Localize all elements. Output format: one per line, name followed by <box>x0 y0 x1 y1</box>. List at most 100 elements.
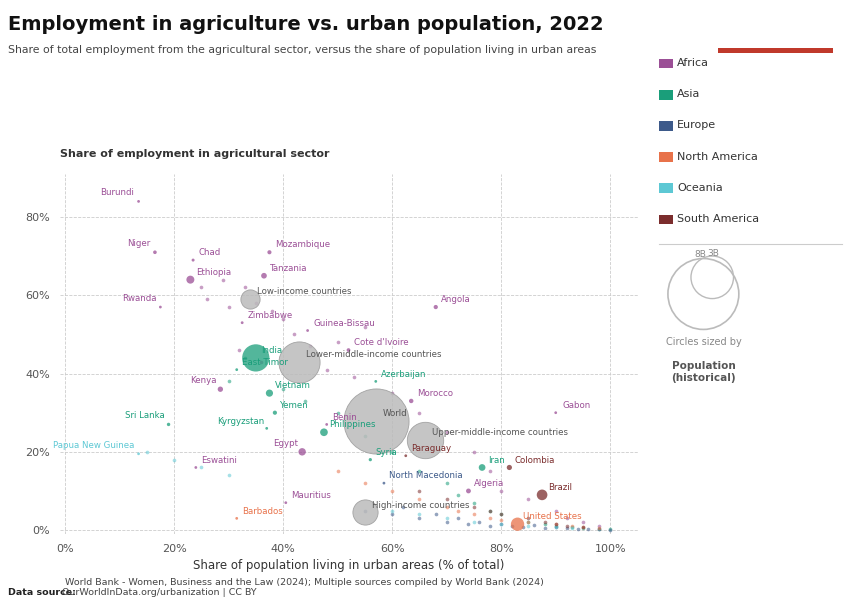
Point <box>560 523 574 533</box>
Point <box>536 490 549 500</box>
Point <box>484 467 497 476</box>
Point <box>429 302 443 312</box>
Text: Europe: Europe <box>677 121 717 130</box>
Point <box>358 431 371 441</box>
Point <box>399 451 412 461</box>
Point <box>385 388 399 398</box>
Point <box>292 357 306 367</box>
Point <box>385 486 399 496</box>
Point <box>132 197 145 206</box>
Point <box>184 275 197 284</box>
Text: Colombia: Colombia <box>515 456 555 465</box>
Bar <box>718 47 833 53</box>
Point <box>495 520 508 529</box>
Point <box>475 463 489 472</box>
Text: Rwanda: Rwanda <box>122 294 156 303</box>
Point <box>385 509 399 519</box>
Text: North Macedonia: North Macedonia <box>389 472 463 481</box>
Point <box>222 302 235 312</box>
Text: Lower-middle-income countries: Lower-middle-income countries <box>306 350 442 359</box>
Point <box>320 365 333 374</box>
Point <box>592 521 606 531</box>
Text: Low-income countries: Low-income countries <box>258 287 352 296</box>
Text: Share of total employment from the agricultural sector, versus the share of popu: Share of total employment from the agric… <box>8 45 597 55</box>
Point <box>522 494 536 503</box>
Point <box>222 377 235 386</box>
Point <box>549 408 563 418</box>
Point <box>505 521 518 531</box>
Text: Mozambique: Mozambique <box>275 241 330 250</box>
Point <box>287 329 301 339</box>
Point <box>405 396 418 406</box>
Text: Guinea-Bissau: Guinea-Bissau <box>313 319 375 328</box>
Text: Africa: Africa <box>677 58 709 68</box>
Text: Upper-middle-income countries: Upper-middle-income countries <box>432 428 568 437</box>
Point <box>200 295 213 304</box>
Text: Asia: Asia <box>677 89 700 99</box>
Text: Brazil: Brazil <box>547 483 572 492</box>
Point <box>576 522 590 532</box>
Point <box>244 295 258 304</box>
Text: Our World: Our World <box>746 17 805 26</box>
Point <box>148 247 162 257</box>
Text: Sri Lanka: Sri Lanka <box>125 411 164 420</box>
X-axis label: Share of population living in urban areas (% of total): Share of population living in urban area… <box>193 559 504 572</box>
Point <box>565 523 579 533</box>
Text: Chad: Chad <box>199 248 221 257</box>
Point <box>276 385 290 394</box>
Text: Burundi: Burundi <box>100 188 134 197</box>
Point <box>516 522 530 532</box>
Point <box>439 514 453 523</box>
Point <box>502 463 516 472</box>
Text: South America: South America <box>677 214 759 224</box>
Point <box>412 486 426 496</box>
Text: Papua New Guinea: Papua New Guinea <box>53 440 134 449</box>
Point <box>412 494 426 503</box>
Text: East Timor: East Timor <box>242 358 288 367</box>
Point <box>592 524 606 534</box>
Point <box>527 521 541 530</box>
Point <box>258 271 271 281</box>
Point <box>468 502 481 511</box>
Point <box>439 478 453 488</box>
Point <box>385 506 399 515</box>
Point <box>331 467 344 476</box>
Text: Share of employment in agricultural sector: Share of employment in agricultural sect… <box>60 149 329 159</box>
Point <box>484 514 497 523</box>
Point <box>263 388 276 398</box>
Point <box>254 357 268 367</box>
Text: Yemen: Yemen <box>280 401 309 410</box>
Text: Kyrgyzstan: Kyrgyzstan <box>217 416 264 425</box>
Point <box>484 521 497 531</box>
Text: 3B: 3B <box>707 249 719 258</box>
Point <box>216 275 230 284</box>
Point <box>347 373 360 382</box>
Text: Oceania: Oceania <box>677 183 722 193</box>
Point <box>549 520 563 529</box>
Point <box>301 326 314 335</box>
Point <box>358 506 371 515</box>
Point <box>468 517 481 527</box>
Point <box>369 377 382 386</box>
Point <box>249 298 263 308</box>
Text: India: India <box>261 346 282 355</box>
Point <box>167 455 181 464</box>
Text: Population
(historical): Population (historical) <box>672 361 736 383</box>
Text: Benin: Benin <box>332 413 357 422</box>
Text: Angola: Angola <box>441 295 471 304</box>
Text: Vietnam: Vietnam <box>275 382 311 391</box>
Point <box>549 522 563 532</box>
Point <box>369 416 382 425</box>
Point <box>132 449 145 458</box>
Point <box>495 509 508 519</box>
Point <box>495 515 508 525</box>
Text: Egypt: Egypt <box>273 439 298 448</box>
Point <box>418 435 432 445</box>
Point <box>331 408 344 418</box>
Point <box>468 509 481 519</box>
Point <box>468 498 481 508</box>
Text: Iran: Iran <box>488 456 504 465</box>
Point <box>320 419 333 429</box>
Point <box>439 517 453 527</box>
Point <box>358 478 371 488</box>
